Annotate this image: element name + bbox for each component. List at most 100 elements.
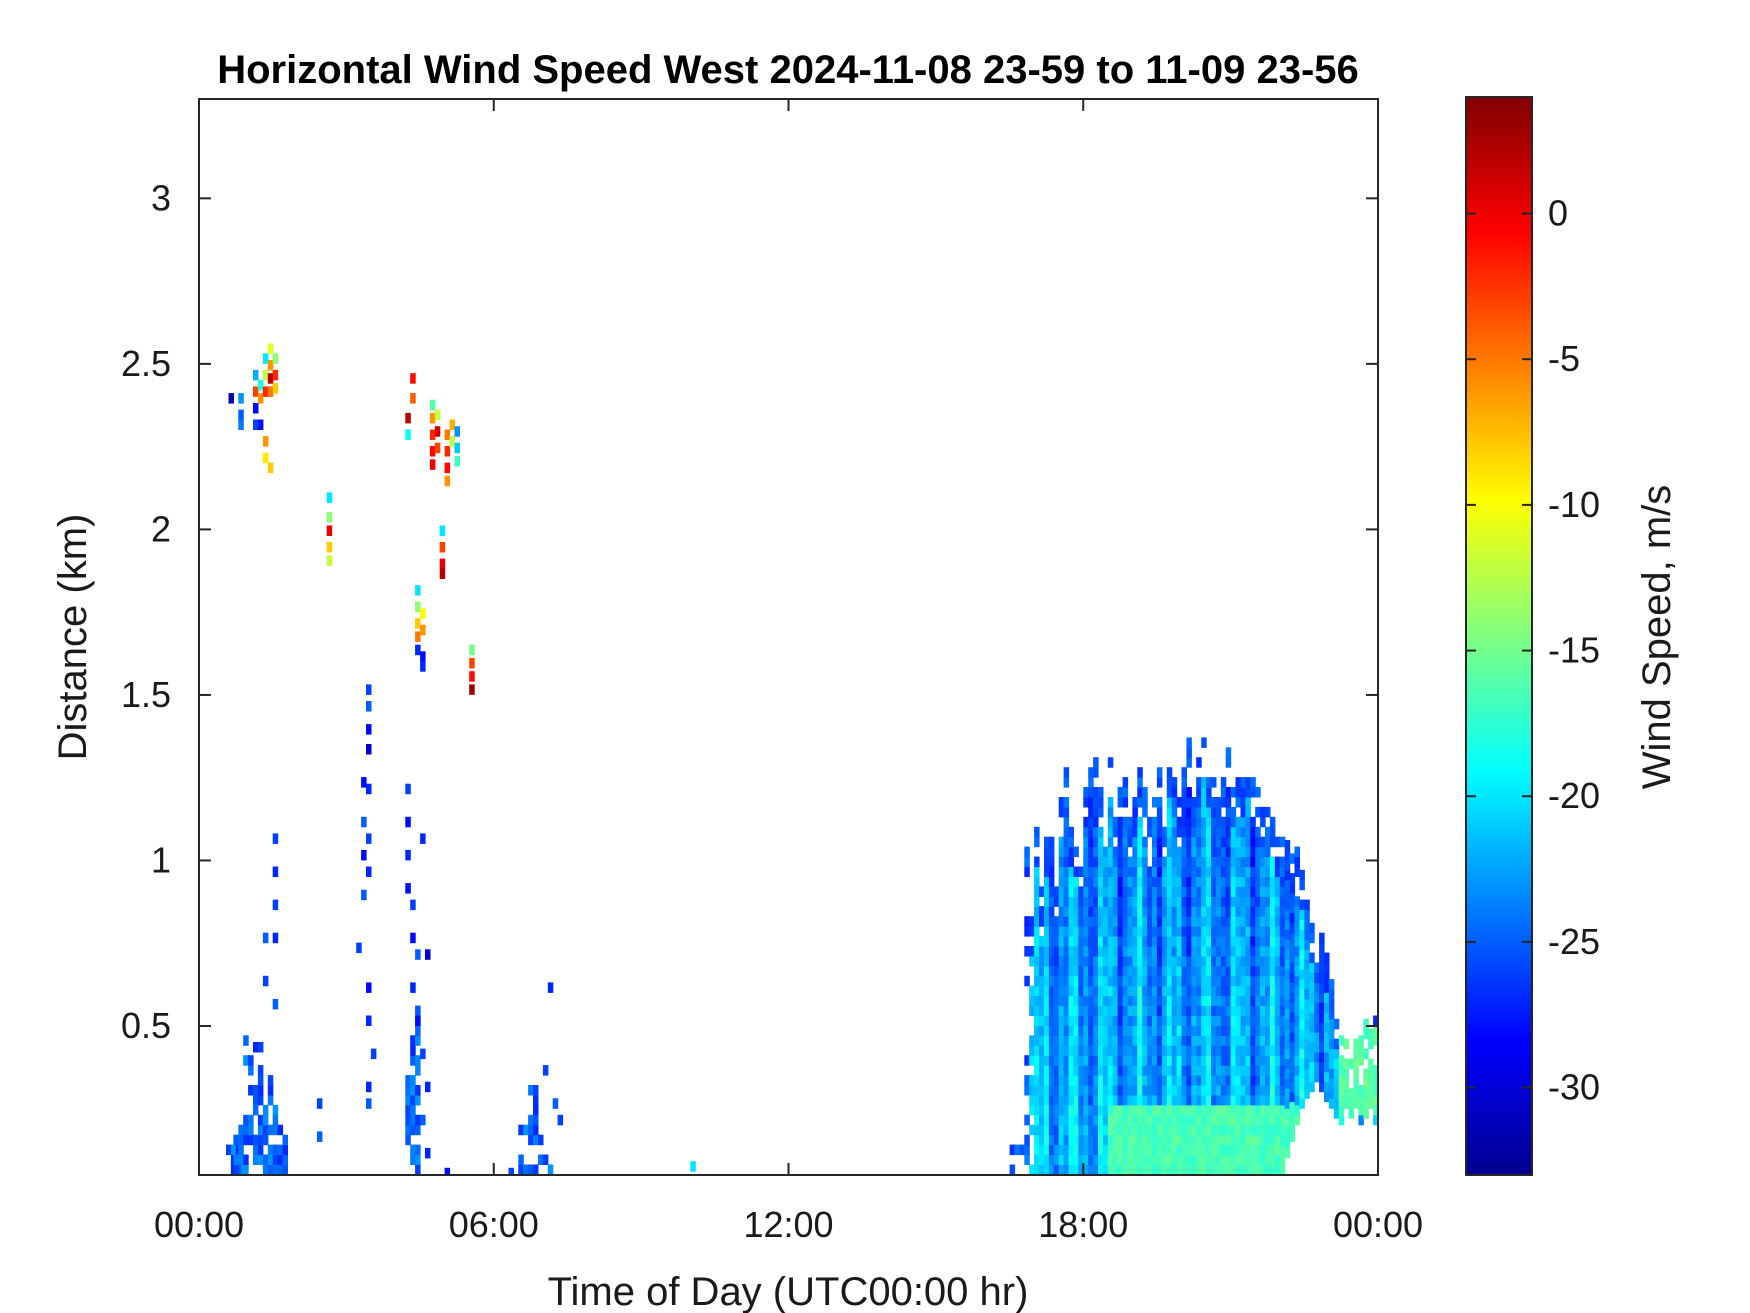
heatmap-cell	[1034, 866, 1040, 877]
heatmap-cell	[1107, 876, 1114, 887]
heatmap-cell	[1152, 1065, 1158, 1076]
heatmap-cell	[1235, 1164, 1241, 1175]
heatmap-cell	[1117, 906, 1124, 917]
heatmap-cell	[1289, 1111, 1296, 1122]
heatmap-cell	[1078, 1025, 1084, 1036]
heatmap-cell	[1039, 995, 1045, 1007]
heatmap-cell	[1235, 1134, 1241, 1146]
heatmap-cell	[1274, 876, 1281, 887]
heatmap-cell	[1279, 896, 1286, 907]
heatmap-cell	[1265, 1075, 1271, 1086]
heatmap-cell	[1255, 787, 1261, 798]
heatmap-cell	[1137, 777, 1143, 788]
heatmap-cell	[1083, 1164, 1089, 1175]
y-tick-label: 2.5	[121, 343, 171, 384]
heatmap-cell	[1279, 946, 1286, 957]
heatmap-cell	[1196, 1124, 1202, 1136]
heatmap-cell	[1048, 995, 1055, 1007]
heatmap-cell	[1039, 1134, 1045, 1146]
heatmap-cell	[1093, 1085, 1099, 1096]
heatmap-cell	[1147, 1134, 1153, 1146]
heatmap-cell	[1176, 856, 1183, 868]
heatmap-cell	[1245, 1124, 1251, 1136]
heatmap-cell	[1319, 1051, 1325, 1063]
heatmap-cell	[1215, 896, 1222, 907]
heatmap-cell	[1294, 985, 1300, 997]
heatmap-cell	[1289, 922, 1296, 934]
heatmap-cell	[1250, 856, 1256, 868]
heatmap-cell	[1132, 985, 1138, 997]
heatmap-cell	[1127, 1005, 1133, 1017]
heatmap-cell	[1201, 1065, 1207, 1076]
heatmap-cell	[1088, 1094, 1094, 1106]
heatmap-cell	[1122, 995, 1129, 1007]
heatmap-cell	[1122, 1065, 1129, 1076]
heatmap-cell	[1211, 826, 1217, 838]
heatmap-cell	[1127, 1114, 1133, 1126]
heatmap-cell	[1107, 1104, 1114, 1116]
heatmap-cell	[1063, 936, 1070, 947]
heatmap-cell	[1102, 1025, 1109, 1036]
heatmap-cell	[1107, 1015, 1114, 1026]
heatmap-cell	[1191, 955, 1197, 967]
heatmap-cell	[1309, 972, 1315, 983]
heatmap-cell	[1039, 906, 1045, 917]
heatmap-cell	[1048, 1104, 1055, 1116]
heatmap-cell	[1368, 1098, 1374, 1109]
heatmap-cell	[1269, 1164, 1276, 1175]
heatmap-cell	[1240, 1055, 1246, 1066]
heatmap-cell	[1048, 866, 1055, 877]
heatmap-cell	[1112, 965, 1119, 977]
heatmap-cell	[1166, 876, 1173, 887]
heatmap-cell	[1058, 916, 1065, 927]
heatmap-cell	[1191, 975, 1197, 987]
heatmap-cell	[1206, 926, 1212, 937]
heatmap-cell	[1240, 926, 1246, 937]
heatmap-cell	[1152, 1085, 1158, 1096]
heatmap-cell	[1132, 1164, 1138, 1175]
heatmap-cell	[1093, 906, 1099, 917]
heatmap-cell	[1265, 955, 1271, 967]
heatmap-cell	[1083, 965, 1089, 977]
heatmap-cell	[1053, 946, 1060, 957]
heatmap-cell	[1279, 836, 1286, 848]
heatmap-cell	[1255, 1045, 1261, 1056]
heatmap-cell	[1156, 777, 1163, 788]
heatmap-cell	[1333, 1108, 1340, 1119]
heatmap-cell	[1269, 1144, 1276, 1156]
heatmap-cell	[1309, 1081, 1315, 1093]
heatmap-cell	[361, 816, 367, 828]
heatmap-cell	[1137, 955, 1143, 967]
heatmap-cell	[1353, 1038, 1359, 1050]
heatmap-cell	[1181, 936, 1187, 947]
heatmap-cell	[1186, 757, 1192, 768]
heatmap-cell	[1260, 955, 1266, 967]
heatmap-cell	[1171, 787, 1178, 798]
heatmap-cell	[1206, 1015, 1212, 1026]
heatmap-cell	[1230, 1035, 1237, 1046]
heatmap-cell	[1171, 985, 1178, 997]
heatmap-cell	[1245, 985, 1251, 997]
heatmap-cell	[282, 1134, 288, 1146]
heatmap-cell	[1240, 1124, 1246, 1136]
y-axis: 0.511.522.53	[121, 177, 1378, 1046]
heatmap-cell	[415, 1015, 421, 1026]
heatmap-cell	[1235, 1005, 1241, 1017]
heatmap-cell	[1225, 1134, 1232, 1146]
heatmap-cell	[1240, 886, 1246, 897]
heatmap-cell	[1353, 1068, 1359, 1079]
heatmap-cell	[1088, 1045, 1094, 1056]
heatmap-cell	[1093, 1035, 1099, 1046]
heatmap-cell	[1279, 1055, 1286, 1066]
heatmap-cell	[1324, 982, 1330, 993]
heatmap-cell	[434, 442, 441, 454]
heatmap-cell	[1073, 995, 1079, 1007]
heatmap-cell	[1186, 787, 1192, 798]
heatmap-cell	[1196, 1154, 1202, 1165]
heatmap-cell	[1063, 1065, 1070, 1076]
heatmap-cell	[1156, 1164, 1163, 1175]
heatmap-cell	[1107, 1094, 1114, 1106]
heatmap-cell	[1132, 965, 1138, 977]
heatmap-cell	[410, 1055, 416, 1066]
heatmap-cell	[1299, 899, 1305, 911]
